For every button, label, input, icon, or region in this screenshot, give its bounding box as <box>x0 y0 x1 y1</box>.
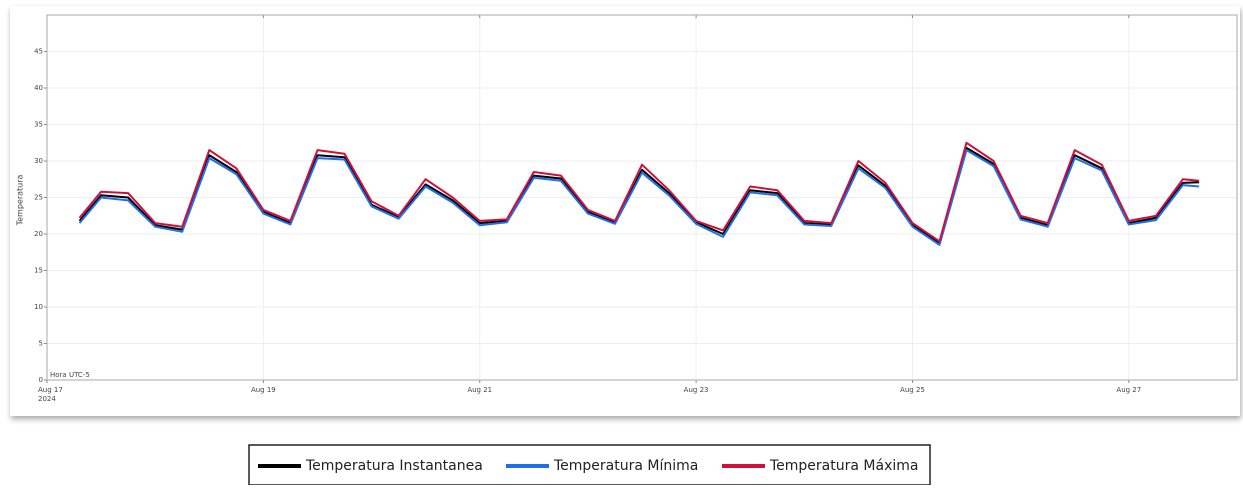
plot-frame <box>46 14 1238 381</box>
x-tick-label: Aug 21 <box>467 386 492 394</box>
y-tick-label: 45 <box>34 48 43 56</box>
y-tick-label: 40 <box>34 84 43 92</box>
y-tick-label: 0 <box>39 376 43 384</box>
y-tick-label: 15 <box>34 267 43 275</box>
x-year-label: 2024 <box>38 395 56 403</box>
plot-area <box>44 15 1237 383</box>
x-tick-label: Aug 25 <box>900 386 925 394</box>
x-tick-label: Aug 23 <box>684 386 709 394</box>
y-tick-label: 35 <box>34 121 43 129</box>
legend-label: Temperatura Instantanea <box>305 458 483 474</box>
legend-box <box>248 444 931 486</box>
y-tick-label: 5 <box>39 340 43 348</box>
y-tick-label: 20 <box>34 230 43 238</box>
y-axis-label: Temperatura <box>16 174 25 226</box>
y-tick-label: 10 <box>34 303 43 311</box>
x-tick-label: Aug 17 <box>38 386 63 394</box>
series-line <box>78 141 1200 243</box>
legend-label: Temperatura Mínima <box>553 458 698 474</box>
x-tick-label: Aug 19 <box>251 386 276 394</box>
chart-panel <box>10 6 1240 416</box>
x-tick-label: Aug 27 <box>1116 386 1141 394</box>
annotation: Hora UTC-5 <box>50 371 90 379</box>
series-line <box>78 149 1200 246</box>
legend: Temperatura Instantanea Temperatura Mínim… <box>248 444 931 486</box>
y-tick-label: 30 <box>34 157 43 165</box>
legend-label: Temperatura Máxima <box>769 458 918 474</box>
y-tick-label: 25 <box>34 194 43 202</box>
